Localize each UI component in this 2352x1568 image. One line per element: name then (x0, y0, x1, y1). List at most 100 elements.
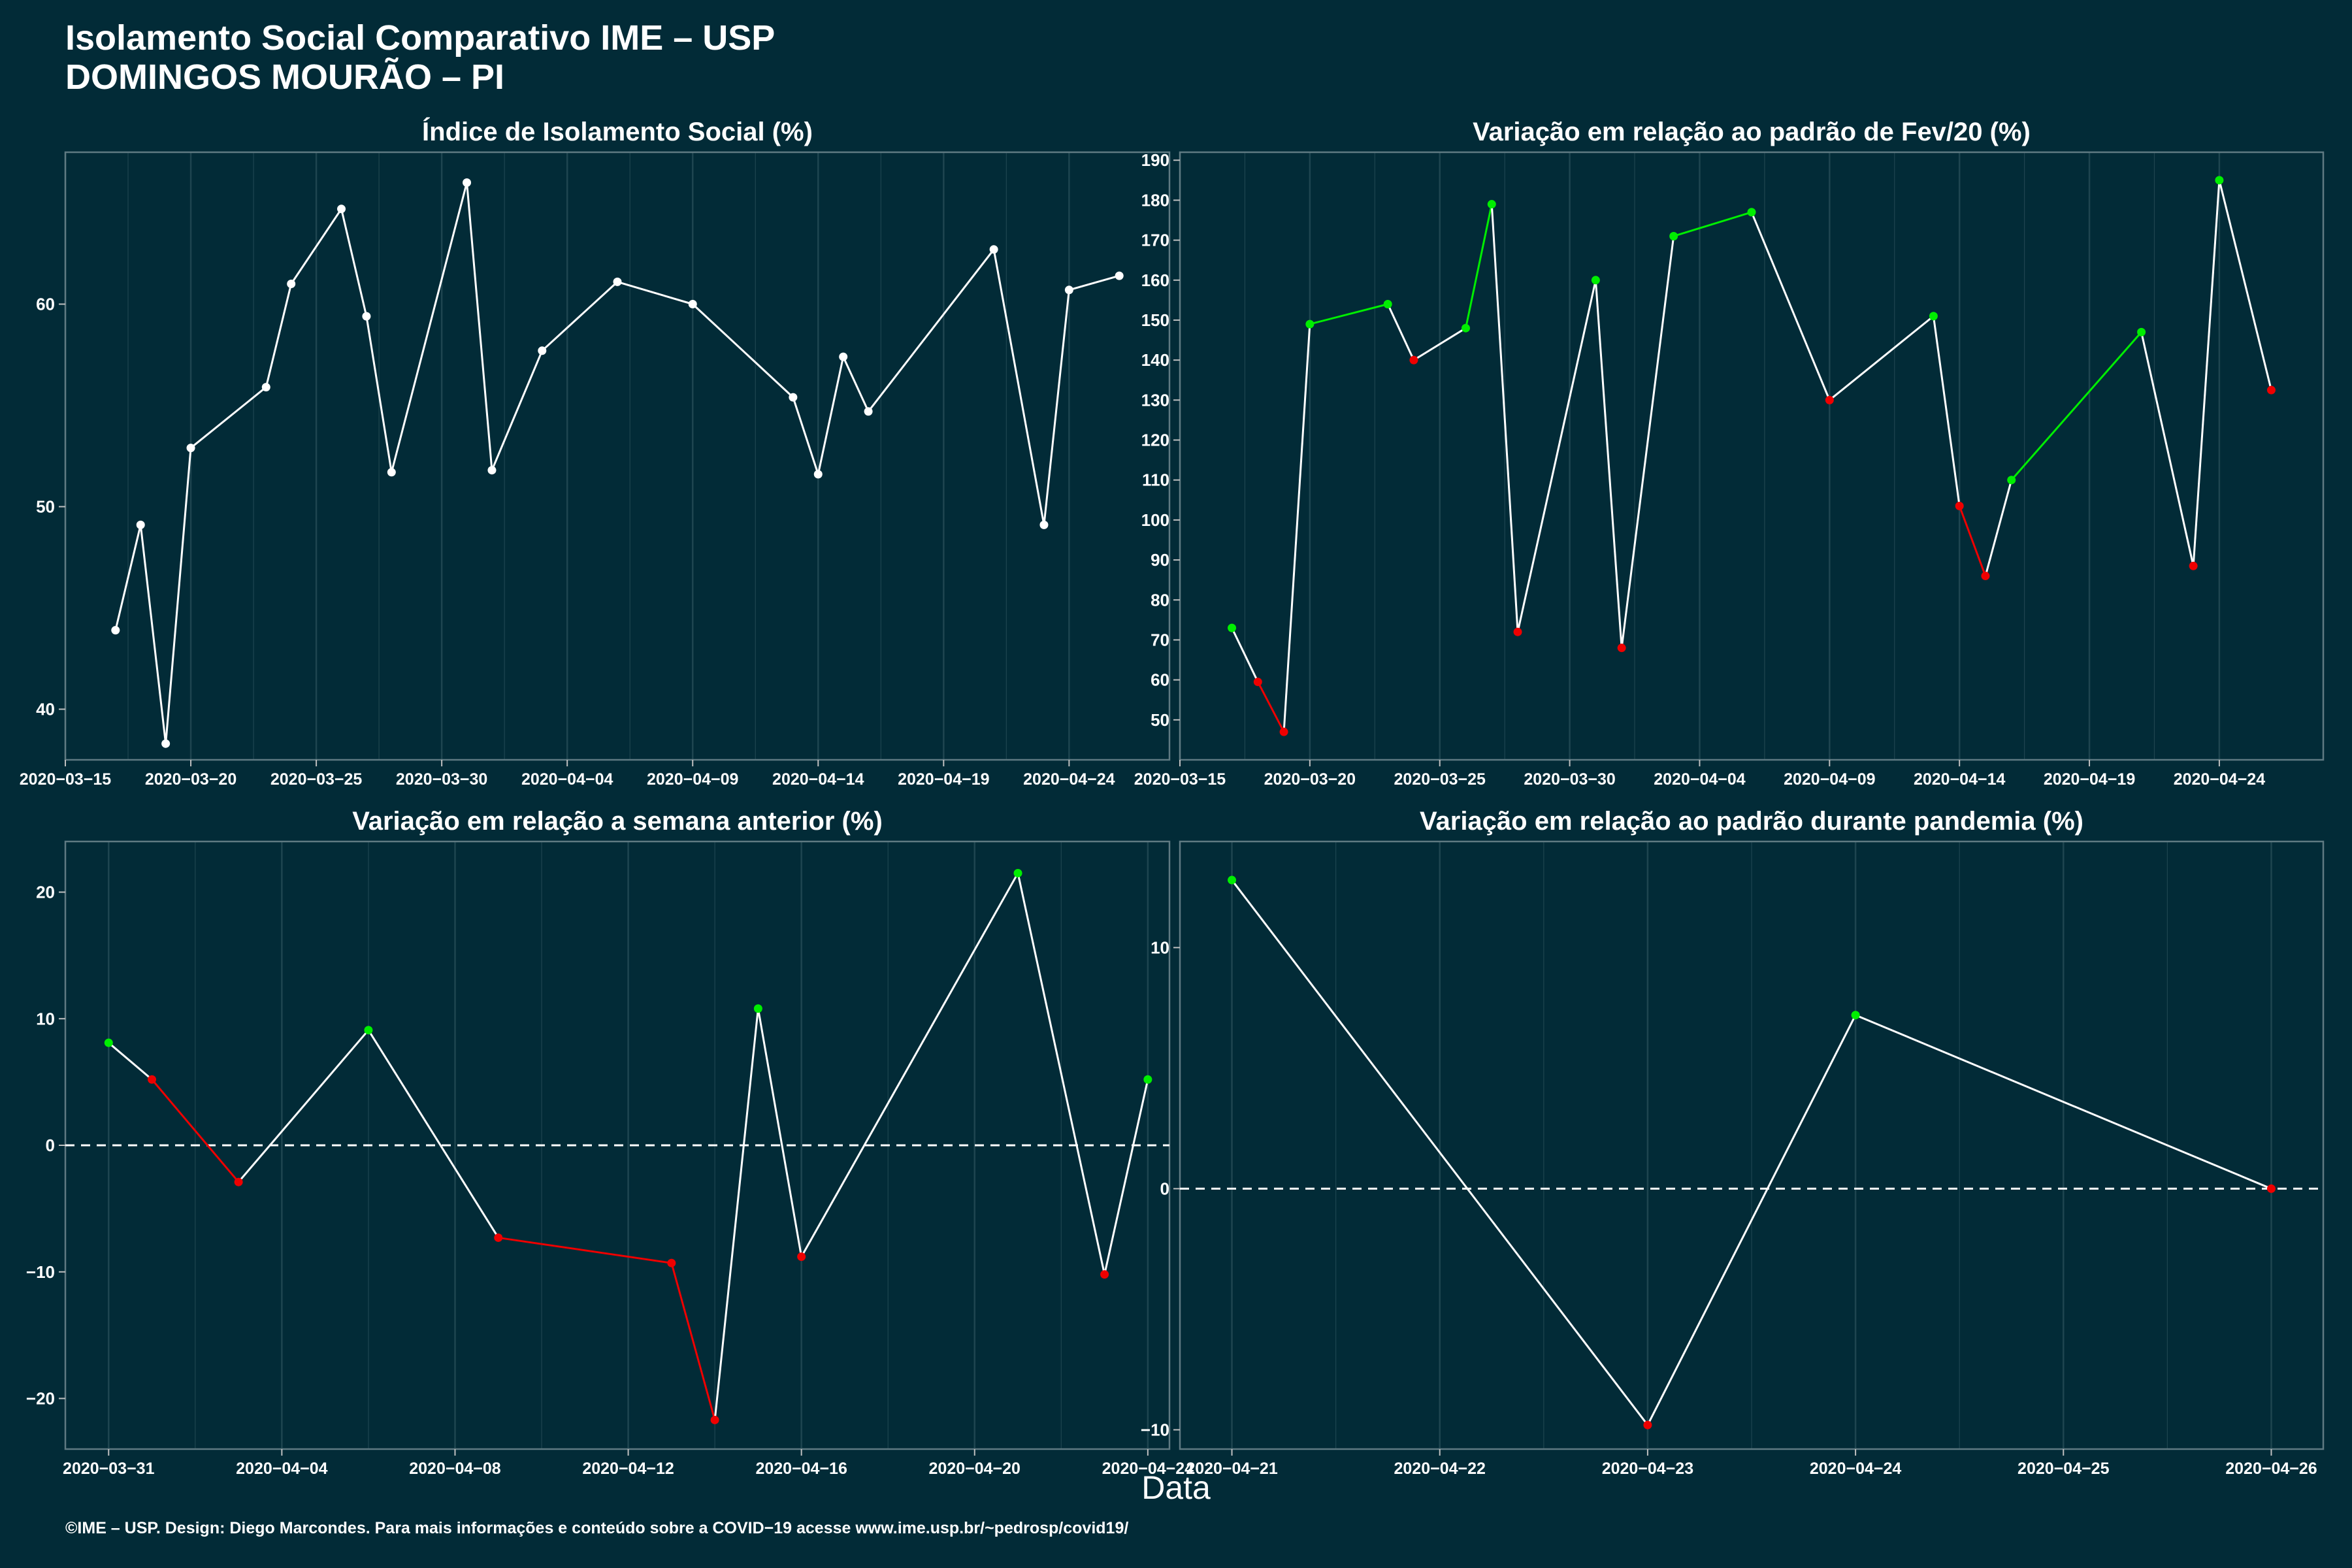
y-tick-label: 160 (1141, 270, 1169, 290)
y-tick-label: 130 (1141, 390, 1169, 410)
panel-border (64, 151, 1171, 761)
series-segment (1282, 323, 1311, 732)
series-segment (365, 316, 393, 473)
data-point (2266, 385, 2276, 395)
series-segment (1017, 873, 1106, 1275)
x-axis-title: Data (1141, 1469, 1211, 1506)
y-tick-label: 60 (1151, 670, 1169, 690)
data-point (1100, 1270, 1109, 1279)
x-tick-label: 2020−04−04 (521, 770, 613, 789)
data-point (989, 245, 998, 254)
series-segment (2218, 180, 2272, 391)
series-segment (1309, 303, 1388, 325)
data-point (1279, 727, 1288, 736)
data-point (1487, 200, 1496, 209)
data-point (494, 1233, 503, 1242)
y-tick-label: 10 (36, 1009, 55, 1028)
data-point (1228, 623, 1237, 632)
chart-panel-3: Variação em relação a semana anterior (%… (26, 807, 1194, 1478)
series-segment (390, 182, 468, 473)
y-tick-label: 70 (1151, 630, 1169, 649)
data-point (1039, 520, 1049, 529)
data-point (2189, 561, 2198, 570)
series-segment (265, 284, 293, 387)
y-tick-label: 170 (1141, 231, 1169, 250)
data-point (1825, 395, 1834, 404)
data-point (688, 300, 697, 308)
x-tick-label: 2020−04−22 (1394, 1460, 1486, 1478)
x-tick-label: 2020−04−23 (1602, 1460, 1693, 1478)
series-segment (792, 397, 819, 475)
data-point (148, 1075, 157, 1084)
data-point (613, 277, 622, 286)
data-point (364, 1026, 373, 1035)
data-point (104, 1038, 113, 1047)
series-segment (108, 1041, 153, 1081)
series-segment (165, 448, 192, 744)
series-segment (1231, 627, 1259, 683)
y-tick-label: 40 (36, 700, 55, 719)
data-point (261, 383, 270, 392)
series-segment (1386, 303, 1415, 361)
x-tick-label: 2020−03−20 (145, 770, 237, 789)
data-point (1617, 644, 1626, 653)
series-segment (1068, 274, 1120, 291)
series-segment (2140, 332, 2195, 566)
data-point (136, 520, 145, 529)
chart-title: Variação em relação ao padrão de Fev/20 … (1473, 118, 2031, 146)
y-tick-label: 10 (1151, 938, 1169, 957)
y-tick-label: 100 (1141, 510, 1169, 530)
data-point (1253, 678, 1262, 687)
x-tick-label: 2020−04−21 (1186, 1460, 1278, 1478)
x-tick-label: 2020−03−25 (270, 770, 363, 789)
x-tick-label: 2020−04−04 (1654, 770, 1746, 789)
x-tick-label: 2020−03−31 (63, 1460, 155, 1478)
series-segment (139, 525, 167, 744)
series-segment (1103, 1079, 1149, 1275)
series-segment (692, 303, 794, 399)
data-point (753, 1004, 762, 1013)
data-point (463, 178, 472, 187)
data-point (1591, 276, 1600, 285)
y-tick-label: 0 (1160, 1179, 1169, 1198)
series-segment (867, 248, 995, 412)
series-segment (491, 350, 544, 471)
y-tick-label: 0 (46, 1135, 55, 1155)
series-segment (498, 1236, 672, 1264)
y-tick-label: −10 (26, 1262, 55, 1282)
chart-panel-2: Variação em relação ao padrão de Fev/20 … (1134, 118, 2325, 789)
y-tick-label: 60 (36, 295, 55, 314)
series-segment (466, 182, 493, 470)
series-segment (1958, 505, 1987, 577)
x-tick-label: 2020−04−26 (2225, 1460, 2317, 1478)
data-point (797, 1252, 806, 1261)
data-point (538, 346, 547, 355)
series-segment (1646, 1015, 1857, 1426)
data-point (1513, 627, 1522, 636)
x-tick-label: 2020−04−24 (2174, 770, 2266, 789)
series-segment (114, 525, 142, 630)
x-tick-label: 2020−04−14 (1914, 770, 2006, 789)
series-segment (800, 872, 1019, 1258)
series-segment (1855, 1014, 2272, 1190)
chart-panel-1: Índice de Isolamento Social (%) 40 50 60 202… (20, 117, 1171, 789)
data-point (487, 466, 497, 475)
x-tick-label: 2020−03−15 (20, 770, 112, 789)
x-tick-label: 2020−04−09 (647, 770, 738, 789)
y-tick-label: −10 (1141, 1420, 1169, 1439)
series-segment (237, 1029, 370, 1183)
series-segment (757, 1008, 803, 1257)
series-segment (2010, 331, 2142, 481)
data-point (710, 1415, 719, 1424)
y-tick-label: −20 (26, 1389, 55, 1409)
series-segment (190, 386, 267, 449)
data-point (1228, 875, 1237, 885)
panel-border (1179, 840, 2325, 1450)
y-tick-label: 90 (1151, 550, 1169, 570)
data-point (2007, 476, 2016, 485)
series-segment (1594, 280, 1623, 648)
series-segment (1043, 289, 1070, 525)
data-point (111, 626, 120, 635)
panel-background (1180, 152, 2323, 760)
data-point (2215, 176, 2224, 185)
